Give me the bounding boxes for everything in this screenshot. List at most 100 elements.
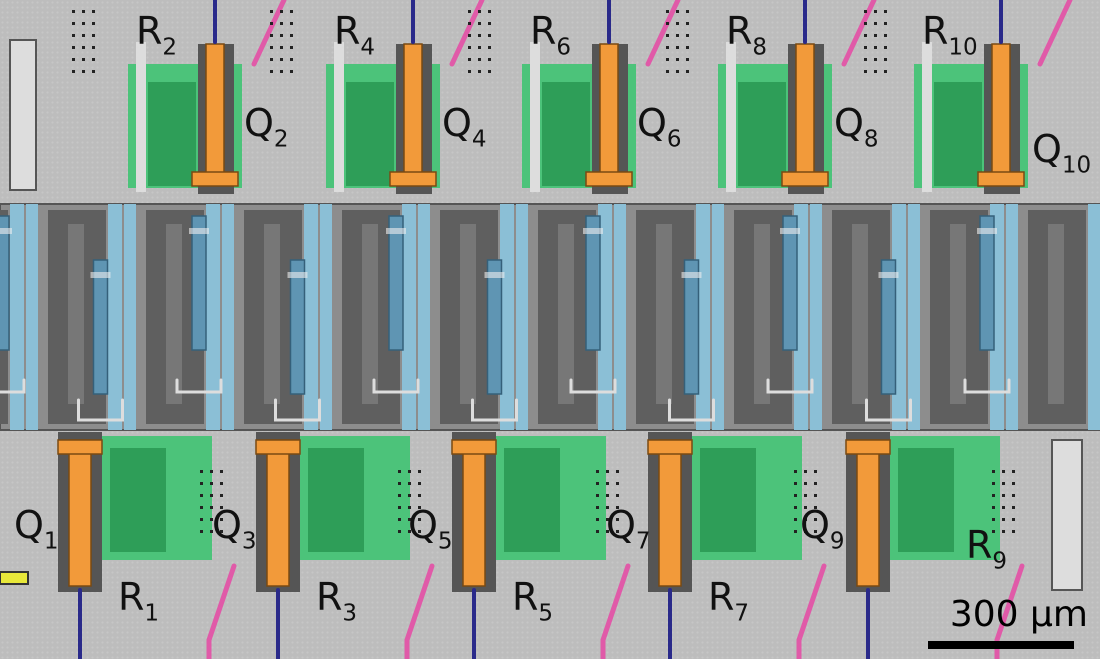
bus-trace	[77, 398, 124, 422]
coupler-bar	[810, 204, 822, 430]
via-dot	[220, 494, 223, 497]
via-dot	[270, 70, 273, 73]
via-dot	[1012, 518, 1015, 521]
coupler-bar	[222, 204, 234, 430]
coupler-finger	[289, 259, 306, 395]
via-dot	[1012, 482, 1015, 485]
via-dot	[82, 34, 85, 37]
qubit-bottom	[856, 439, 880, 587]
via-dot	[220, 530, 223, 533]
coupler-bar	[10, 204, 24, 430]
via-dot	[488, 10, 491, 13]
label-r4: R4	[334, 9, 376, 61]
via-dot	[874, 34, 877, 37]
resonator-frame-top	[530, 42, 540, 192]
via-dot	[666, 70, 669, 73]
via-dot	[92, 46, 95, 49]
via-dot	[884, 22, 887, 25]
flux-line-top	[645, 0, 681, 67]
via-dot	[686, 10, 689, 13]
via-dot	[686, 58, 689, 61]
via-dot	[488, 58, 491, 61]
via-dot	[280, 70, 283, 73]
coupler-bar	[614, 204, 626, 430]
via-dot	[270, 22, 273, 25]
via-dot	[616, 518, 619, 521]
resonator-frame-top	[922, 42, 932, 192]
ground-slot	[950, 224, 966, 404]
via-dot	[72, 10, 75, 13]
via-dot	[280, 34, 283, 37]
label-r7: R7	[708, 575, 750, 627]
via-dot	[488, 70, 491, 73]
flux-line-bottom	[994, 563, 1025, 643]
via-dot	[1012, 494, 1015, 497]
via-dot	[210, 482, 213, 485]
via-dot	[220, 518, 223, 521]
bus-trace	[0, 378, 26, 394]
via-dot	[616, 494, 619, 497]
via-dot	[200, 506, 203, 509]
via-dot	[270, 34, 273, 37]
scale-bar-label: 300 µm	[949, 594, 1088, 635]
via-dot	[1002, 494, 1005, 497]
resonator-fill-bottom	[110, 448, 166, 552]
via-dot	[290, 10, 293, 13]
label-q3: Q3	[212, 503, 257, 555]
label-r5: R5	[512, 575, 554, 627]
via-dot	[290, 22, 293, 25]
via-dot	[606, 506, 609, 509]
via-dot	[82, 46, 85, 49]
ground-slot	[656, 224, 672, 404]
qubit-bottom	[462, 439, 486, 587]
via-dot	[270, 10, 273, 13]
via-dot	[606, 530, 609, 533]
coupler-bar	[712, 204, 724, 430]
via-dot	[290, 34, 293, 37]
flux-line-top	[251, 0, 287, 67]
via-dot	[884, 46, 887, 49]
via-dot	[468, 70, 471, 73]
scale-bar	[928, 641, 1074, 649]
qubit-bottom	[266, 439, 290, 587]
via-dot	[478, 10, 481, 13]
via-dot	[398, 518, 401, 521]
via-dot	[616, 506, 619, 509]
via-dot	[606, 482, 609, 485]
via-dot	[408, 506, 411, 509]
via-dot	[992, 518, 995, 521]
ground-slot	[68, 224, 84, 404]
via-dot	[606, 494, 609, 497]
qubit-tee-bottom	[255, 439, 301, 455]
via-dot	[794, 506, 797, 509]
via-dot	[1002, 530, 1005, 533]
coupler-finger	[0, 215, 10, 351]
via-dot	[290, 58, 293, 61]
resonator-frame-top	[136, 42, 146, 192]
qubit-tee-top	[389, 171, 437, 187]
resonator-fill-bottom	[308, 448, 364, 552]
bus-trace	[274, 398, 321, 422]
qubit-tee-top	[977, 171, 1025, 187]
resonator-fill-bottom	[898, 448, 954, 552]
via-dot	[200, 530, 203, 533]
coupler-bar	[696, 204, 710, 430]
via-dot	[864, 34, 867, 37]
coupler-bar	[1006, 204, 1018, 430]
qubit-bottom	[68, 439, 92, 587]
flux-line-bottom	[404, 563, 435, 643]
via-dot	[200, 470, 203, 473]
label-q10: Q10	[1032, 127, 1092, 179]
via-dot	[676, 58, 679, 61]
via-dot	[418, 530, 421, 533]
via-dot	[220, 506, 223, 509]
via-dot	[488, 34, 491, 37]
via-dot	[794, 470, 797, 473]
via-dot	[1012, 470, 1015, 473]
label-q2: Q2	[244, 101, 289, 153]
via-dot	[468, 34, 471, 37]
via-dot	[92, 22, 95, 25]
via-dot	[92, 70, 95, 73]
via-dot	[804, 482, 807, 485]
resonator-fill-top	[934, 82, 982, 186]
